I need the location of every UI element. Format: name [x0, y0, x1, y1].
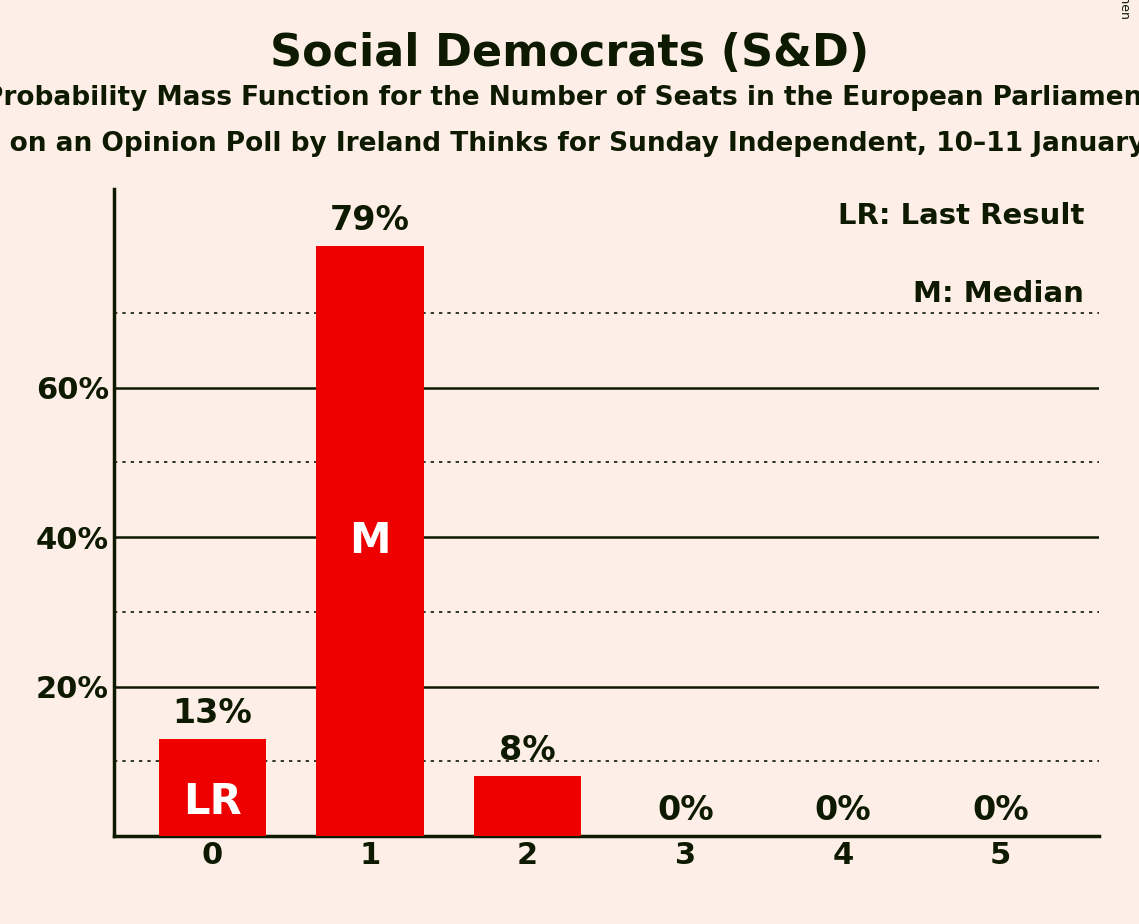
Text: © 2025 Filip van Laenen: © 2025 Filip van Laenen: [1118, 0, 1131, 18]
Text: 0%: 0%: [814, 795, 871, 827]
Text: Based on an Opinion Poll by Ireland Thinks for Sunday Independent, 10–11 January: Based on an Opinion Poll by Ireland Thin…: [0, 131, 1139, 157]
Bar: [158, 739, 265, 836]
Text: 8%: 8%: [499, 735, 556, 768]
Text: Social Democrats (S&D): Social Democrats (S&D): [270, 32, 869, 76]
Text: 0%: 0%: [973, 795, 1029, 827]
Text: 0%: 0%: [657, 795, 714, 827]
Text: 13%: 13%: [172, 697, 252, 730]
Text: Probability Mass Function for the Number of Seats in the European Parliament: Probability Mass Function for the Number…: [0, 85, 1139, 111]
Text: M: M: [350, 520, 391, 562]
Text: LR: Last Result: LR: Last Result: [838, 202, 1084, 230]
Text: 79%: 79%: [330, 203, 410, 237]
Bar: [317, 246, 424, 836]
Bar: [474, 776, 581, 836]
Text: M: Median: M: Median: [913, 280, 1084, 308]
Text: LR: LR: [183, 781, 241, 823]
